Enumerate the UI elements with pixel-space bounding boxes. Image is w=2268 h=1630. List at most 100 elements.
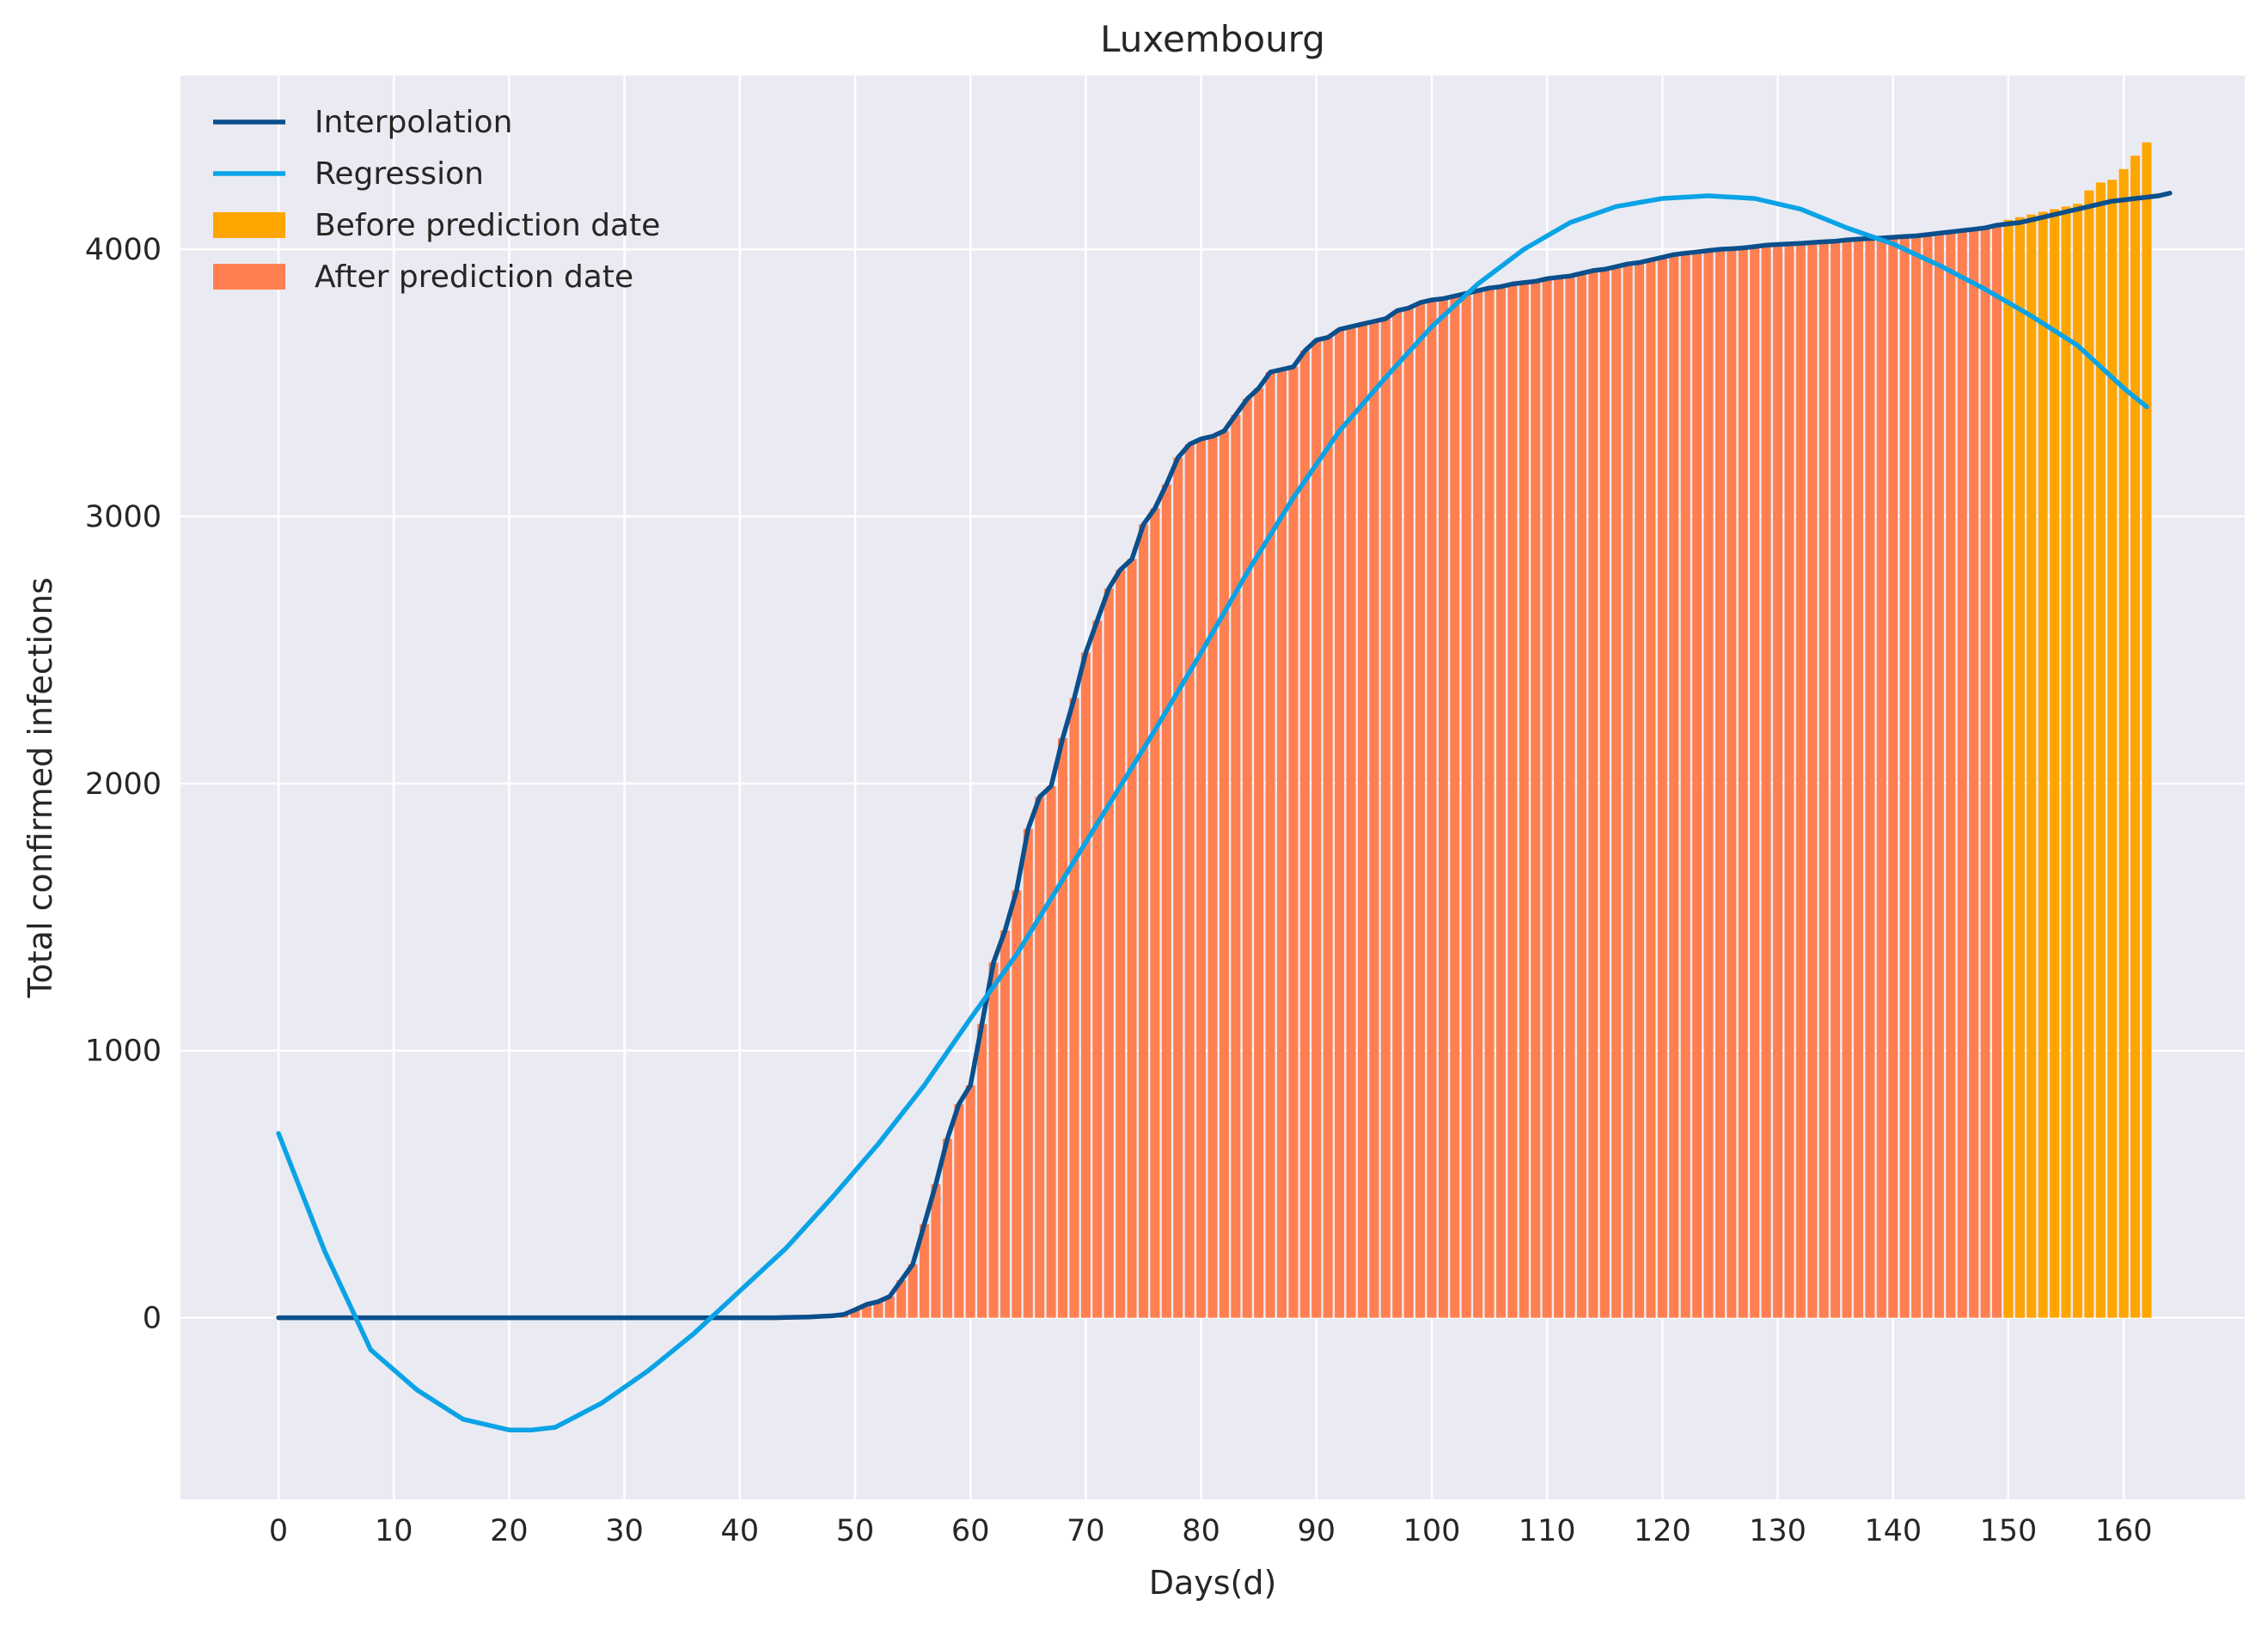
y-axis-title: Total confirmed infections: [21, 577, 59, 998]
bar-before-prediction: [2118, 168, 2129, 1318]
bar-after-prediction: [1103, 588, 1114, 1318]
x-tick-label: 50: [836, 1514, 875, 1548]
bar-after-prediction: [1531, 281, 1541, 1318]
bar-after-prediction: [1819, 241, 1829, 1318]
bar-after-prediction: [1542, 278, 1552, 1318]
bar-after-prediction: [1923, 234, 1933, 1318]
bar-after-prediction: [1369, 321, 1379, 1318]
bar-after-prediction: [1058, 737, 1068, 1318]
bar-after-prediction: [1680, 253, 1690, 1318]
bar-after-prediction: [908, 1264, 918, 1318]
bar-after-prediction: [1127, 559, 1137, 1318]
bar-before-prediction: [2050, 209, 2060, 1318]
bar-before-prediction: [2038, 211, 2048, 1318]
bar-after-prediction: [942, 1139, 952, 1318]
bar-after-prediction: [1669, 254, 1679, 1318]
lines-layer: [276, 191, 2173, 1432]
bar-after-prediction: [1277, 369, 1287, 1318]
bar-after-prediction: [1323, 337, 1333, 1318]
bar-after-prediction: [1450, 296, 1460, 1318]
bar-after-prediction: [1980, 228, 1990, 1318]
bar-after-prediction: [1969, 229, 1979, 1318]
bar-before-prediction: [2107, 180, 2118, 1318]
bar-after-prediction: [1807, 242, 1818, 1318]
bar-after-prediction: [1495, 286, 1506, 1318]
bar-after-prediction: [850, 1309, 860, 1318]
legend-label: After prediction date: [315, 259, 633, 295]
x-tick-label: 120: [1634, 1514, 1691, 1548]
bar-after-prediction: [1623, 264, 1633, 1318]
bar-after-prediction: [965, 1085, 975, 1318]
x-tick-label: 110: [1519, 1514, 1576, 1548]
bar-after-prediction: [1831, 241, 1841, 1318]
bar-before-prediction: [2142, 142, 2152, 1318]
y-tick-label: 3000: [85, 500, 162, 534]
interpolation-line: [276, 191, 2173, 1321]
bar-before-prediction: [2027, 214, 2037, 1318]
bar-after-prediction: [1519, 282, 1529, 1318]
bar-after-prediction: [1207, 436, 1218, 1318]
bar-after-prediction: [873, 1301, 883, 1318]
bar-after-prediction: [1150, 508, 1160, 1318]
bars-layer: [780, 142, 2152, 1318]
bar-after-prediction: [1427, 300, 1437, 1318]
bar-before-prediction: [2061, 206, 2071, 1318]
bar-after-prediction: [896, 1280, 907, 1318]
bar-after-prediction: [1380, 318, 1391, 1318]
bar-after-prediction: [1876, 238, 1886, 1318]
bar-after-prediction: [1035, 797, 1045, 1318]
bar-after-prediction: [1761, 245, 1771, 1318]
bar-after-prediction: [931, 1184, 941, 1318]
bar-after-prediction: [1611, 266, 1622, 1318]
x-tick-label: 150: [1980, 1514, 2038, 1548]
bar-after-prediction: [1346, 327, 1356, 1318]
bar-after-prediction: [1092, 620, 1103, 1318]
bar-after-prediction: [1069, 698, 1079, 1318]
bar-after-prediction: [1865, 238, 1875, 1318]
x-tick-label: 40: [721, 1514, 760, 1548]
bar-before-prediction: [2003, 219, 2014, 1318]
bar-after-prediction: [1392, 310, 1403, 1318]
bar-after-prediction: [1254, 388, 1264, 1318]
bar-before-prediction: [2072, 204, 2082, 1318]
bar-after-prediction: [988, 962, 999, 1318]
legend-patch-swatch: [213, 212, 285, 238]
legend-patch-swatch: [213, 264, 285, 290]
ticks-layer: 0 10 20 30 40 50 60 70 80 90 100 110 120 130 140 150 160…: [85, 233, 2153, 1548]
bar-after-prediction: [1888, 237, 1898, 1318]
bar-after-prediction: [1784, 243, 1794, 1318]
bar-after-prediction: [1957, 230, 1967, 1318]
x-tick-label: 30: [605, 1514, 644, 1548]
bar-after-prediction: [1438, 298, 1448, 1318]
bar-after-prediction: [954, 1103, 964, 1318]
bar-after-prediction: [1357, 324, 1367, 1318]
x-tick-label: 60: [951, 1514, 990, 1548]
bar-after-prediction: [1934, 233, 1944, 1318]
bar-before-prediction: [2095, 182, 2106, 1318]
bar-after-prediction: [1946, 231, 1956, 1318]
bar-after-prediction: [1565, 276, 1575, 1318]
bar-after-prediction: [1219, 430, 1229, 1318]
bar-before-prediction: [2084, 190, 2094, 1318]
bar-after-prediction: [1311, 339, 1322, 1318]
bar-after-prediction: [1635, 262, 1645, 1318]
bar-after-prediction: [1184, 444, 1195, 1318]
bar-after-prediction: [1242, 399, 1252, 1318]
x-tick-label: 70: [1067, 1514, 1105, 1548]
regression-line: [276, 193, 2149, 1432]
bar-after-prediction: [1750, 246, 1760, 1318]
x-tick-label: 100: [1403, 1514, 1461, 1548]
bar-after-prediction: [884, 1296, 895, 1318]
bar-after-prediction: [1116, 570, 1126, 1318]
legend-label: Regression: [315, 156, 484, 192]
bar-after-prediction: [1461, 293, 1471, 1318]
bar-after-prediction: [1023, 828, 1033, 1318]
bar-after-prediction: [1588, 270, 1599, 1318]
x-axis-title: Days(d): [1149, 1564, 1277, 1602]
bar-after-prediction: [1599, 269, 1610, 1318]
bar-after-prediction: [1703, 250, 1714, 1318]
x-tick-label: 130: [1749, 1514, 1806, 1548]
bar-after-prediction: [1012, 890, 1022, 1318]
